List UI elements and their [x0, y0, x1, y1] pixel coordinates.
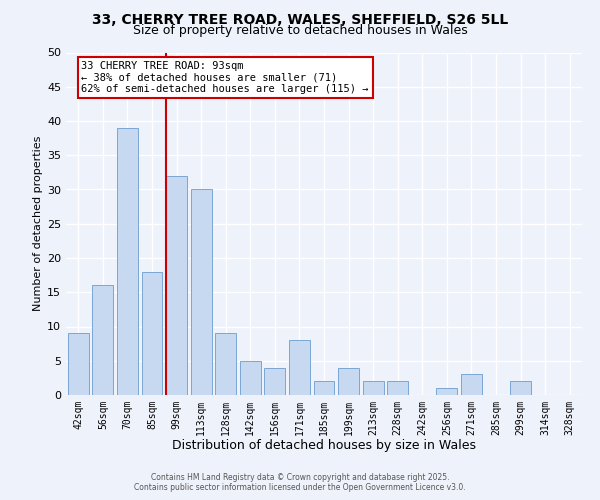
X-axis label: Distribution of detached houses by size in Wales: Distribution of detached houses by size … [172, 440, 476, 452]
Text: Size of property relative to detached houses in Wales: Size of property relative to detached ho… [133, 24, 467, 37]
Bar [314, 382, 334, 395]
Bar [338, 368, 359, 395]
Text: 33, CHERRY TREE ROAD, WALES, SHEFFIELD, S26 5LL: 33, CHERRY TREE ROAD, WALES, SHEFFIELD, … [92, 12, 508, 26]
Bar [289, 340, 310, 395]
Bar [362, 382, 383, 395]
Bar [436, 388, 457, 395]
Bar [265, 368, 286, 395]
Bar [117, 128, 138, 395]
Bar [215, 334, 236, 395]
Text: Contains HM Land Registry data © Crown copyright and database right 2025.
Contai: Contains HM Land Registry data © Crown c… [134, 473, 466, 492]
Bar [191, 190, 212, 395]
Bar [142, 272, 163, 395]
Bar [92, 286, 113, 395]
Y-axis label: Number of detached properties: Number of detached properties [33, 136, 43, 312]
Text: 33 CHERRY TREE ROAD: 93sqm
← 38% of detached houses are smaller (71)
62% of semi: 33 CHERRY TREE ROAD: 93sqm ← 38% of deta… [82, 61, 369, 94]
Bar [510, 382, 531, 395]
Bar [240, 361, 261, 395]
Bar [166, 176, 187, 395]
Bar [68, 334, 89, 395]
Bar [461, 374, 482, 395]
Bar [387, 382, 408, 395]
